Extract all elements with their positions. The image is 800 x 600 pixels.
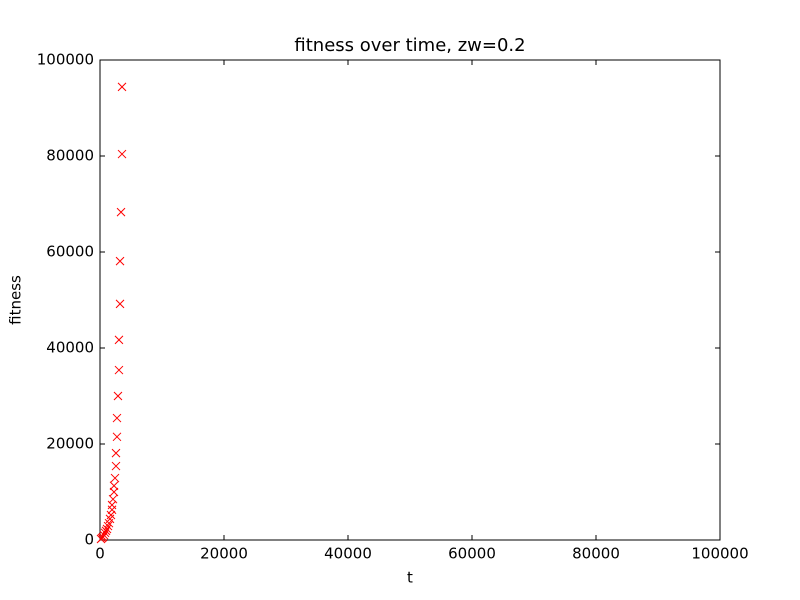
x-tick-label: 40000	[324, 545, 372, 563]
data-point	[109, 481, 119, 491]
data-point	[113, 391, 123, 401]
data-point	[112, 432, 122, 442]
x-tick-label: 100000	[691, 545, 748, 563]
data-point	[103, 521, 113, 531]
y-tick-label: 40000	[46, 339, 94, 357]
data-point	[111, 461, 121, 471]
y-axis-label: fitness	[7, 275, 25, 325]
y-tick-label: 0	[84, 531, 94, 549]
y-tick-label: 80000	[46, 147, 94, 165]
plot-frame	[99, 59, 721, 541]
y-tick-label: 100000	[37, 51, 94, 69]
data-point	[114, 335, 124, 345]
data-point	[101, 526, 111, 536]
data-point	[96, 534, 106, 544]
data-point	[115, 299, 125, 309]
data-point	[112, 413, 122, 423]
chart-title: fitness over time, zw=0.2	[294, 35, 525, 56]
x-tick-label: 60000	[448, 545, 496, 563]
data-point	[117, 149, 127, 159]
data-point	[107, 505, 117, 515]
y-tick-label: 20000	[46, 435, 94, 453]
x-tick-label: 80000	[572, 545, 620, 563]
x-tick-label: 0	[95, 545, 105, 563]
data-point	[117, 82, 127, 92]
data-point	[109, 487, 119, 497]
data-point	[110, 473, 120, 483]
y-tick-label: 60000	[46, 243, 94, 261]
data-point	[115, 256, 125, 266]
data-point	[114, 365, 124, 375]
data-point	[104, 518, 114, 528]
data-point	[116, 207, 126, 217]
data-point	[100, 528, 110, 538]
x-tick-label: 20000	[200, 545, 248, 563]
x-axis-label: t	[407, 569, 413, 587]
data-point	[111, 448, 121, 458]
